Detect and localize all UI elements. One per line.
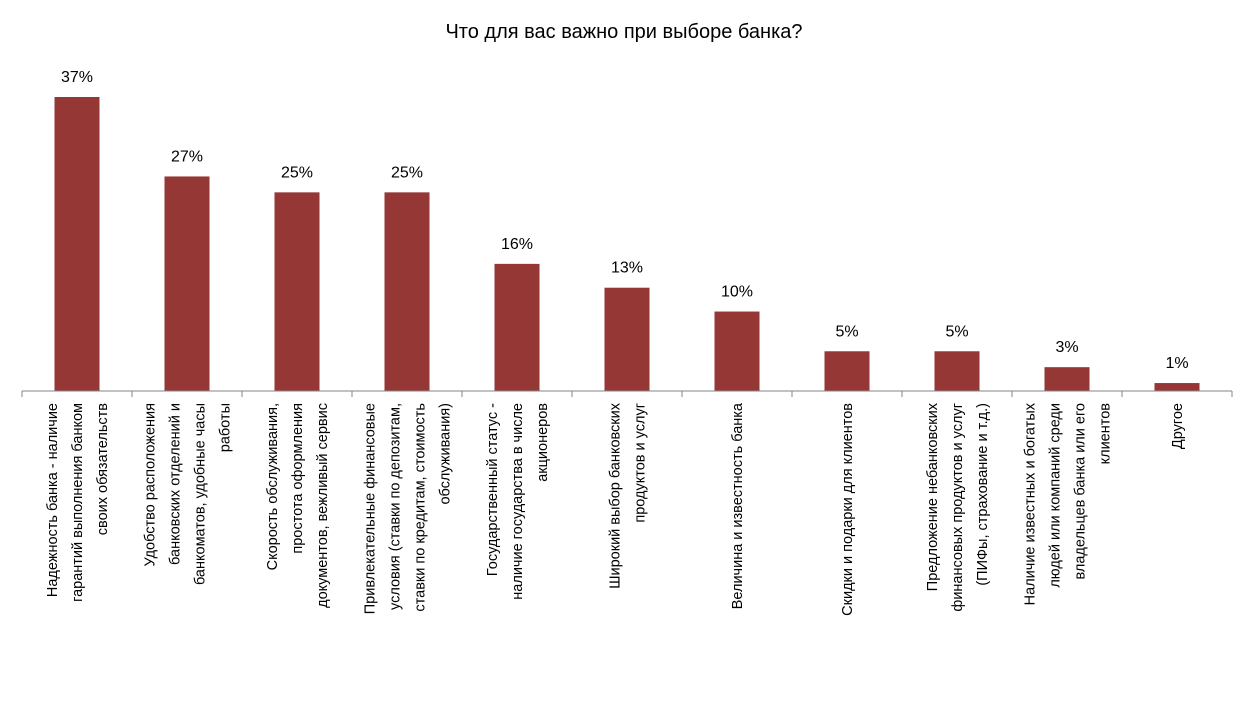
chart-title: Что для вас важно при выборе банка? — [445, 21, 802, 43]
bar — [934, 351, 980, 391]
category-label: Наличие известных и богатых людей или ком… — [1023, 402, 1114, 605]
data-label: 25% — [391, 164, 423, 181]
category-label: Государственный статус - наличие государс… — [485, 403, 551, 600]
bar — [164, 176, 210, 391]
data-label: 37% — [61, 69, 93, 86]
bar — [274, 192, 320, 391]
data-label: 10% — [721, 284, 753, 301]
data-label: 3% — [1055, 339, 1078, 356]
data-label: 25% — [281, 164, 313, 181]
category-label: Скорость обслуживания, простота оформлени… — [265, 403, 331, 608]
data-label: 5% — [835, 323, 858, 340]
data-label: 13% — [611, 260, 643, 277]
data-label: 16% — [501, 236, 533, 253]
category-label: Широкий выбор банковских продуктов и услу… — [608, 402, 649, 589]
category-label: Удобство расположения банковских отделени… — [143, 403, 234, 585]
category-label: Привлекательные финансовые условия (ставк… — [363, 403, 454, 614]
bar — [714, 311, 760, 391]
bar — [1044, 367, 1090, 391]
data-label: 1% — [1165, 355, 1188, 372]
category-label: Надежность банка - наличие гарантий выпол… — [45, 403, 111, 602]
bar — [824, 351, 870, 391]
bar — [54, 97, 100, 391]
bar — [1154, 383, 1200, 391]
category-label: Другое — [1170, 403, 1186, 449]
category-label: Предложение небанковских финансовых проду… — [925, 402, 991, 611]
category-label: Величина и известность банка — [730, 402, 746, 609]
category-label: Скидки и подарки для клиентов — [840, 403, 856, 616]
bar — [604, 287, 650, 391]
bar — [494, 263, 540, 391]
data-label: 5% — [945, 323, 968, 340]
bar — [384, 192, 430, 391]
data-label: 27% — [171, 148, 203, 165]
